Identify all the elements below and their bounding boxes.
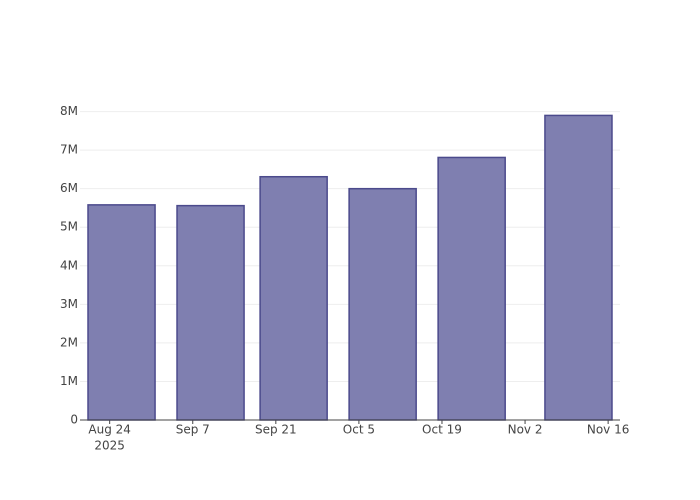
x-tick-label: Oct 19 — [422, 423, 462, 437]
bar — [544, 114, 613, 421]
x-tick-label: Aug 24 — [88, 423, 131, 437]
x-year-label: 2025 — [94, 439, 125, 453]
y-tick-label: 8M — [60, 104, 78, 118]
y-tick-label: 3M — [60, 297, 78, 311]
x-tick-label: Nov 2 — [508, 423, 543, 437]
bar — [437, 156, 506, 421]
x-tick-label: Oct 5 — [343, 423, 375, 437]
x-tick-label: Nov 16 — [587, 423, 630, 437]
y-tick-label: 5M — [60, 220, 78, 234]
y-tick-label: 6M — [60, 181, 78, 195]
y-tick-label: 0 — [70, 413, 78, 427]
bar — [87, 204, 156, 421]
y-tick-label: 1M — [60, 374, 78, 388]
bar — [176, 204, 245, 421]
bar — [259, 175, 328, 421]
x-tick-label: Sep 7 — [176, 423, 210, 437]
y-tick-label: 7M — [60, 143, 78, 157]
y-tick-label: 4M — [60, 258, 78, 272]
y-tick-label: 2M — [60, 335, 78, 349]
bar — [348, 187, 417, 421]
x-tick-label: Sep 21 — [255, 423, 297, 437]
